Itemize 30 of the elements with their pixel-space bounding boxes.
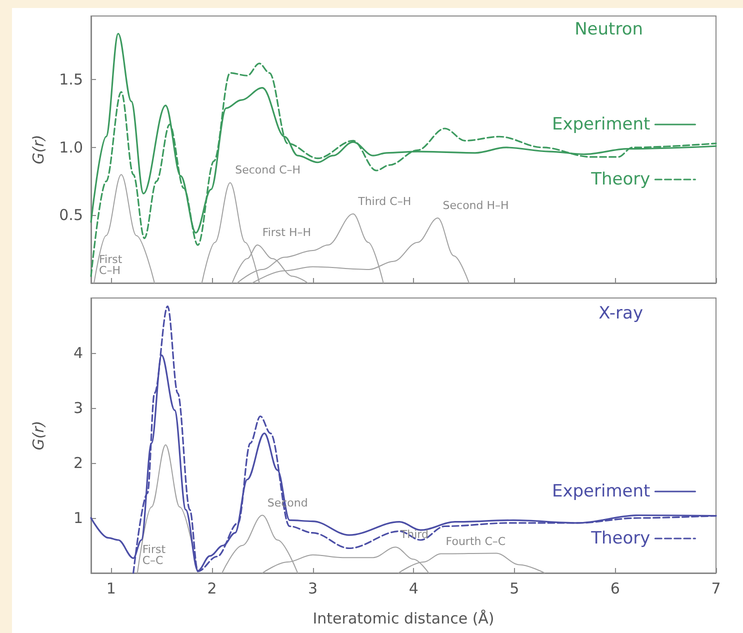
annotation: First H–H xyxy=(262,226,312,240)
x-tick-label: 6 xyxy=(610,580,620,598)
y-tick-label: 2 xyxy=(73,454,83,472)
y-tick-label: 3 xyxy=(73,399,83,417)
y-axis-title: G(r) xyxy=(30,420,48,450)
x-tick-label: 1 xyxy=(106,580,116,598)
annotation: Third C–H xyxy=(357,194,412,208)
legend-label: Experiment xyxy=(552,482,651,502)
annotation: Second C–H xyxy=(235,164,301,177)
y-tick-label: 1.5 xyxy=(59,70,83,89)
x-tick-label: 7 xyxy=(711,580,721,598)
annotation: First C–C xyxy=(142,543,166,567)
legend-label: Theory xyxy=(590,528,650,548)
chart-title: Neutron xyxy=(574,20,644,40)
y-tick-label: 4 xyxy=(73,344,83,362)
y-tick-label: 1.0 xyxy=(59,138,83,156)
y-tick-label: 1 xyxy=(73,509,83,527)
annotation: Second H–H xyxy=(442,198,509,212)
legend-label: Experiment xyxy=(552,114,651,134)
x-axis-title: Interatomic distance (Å) xyxy=(312,610,494,628)
x-tick-label: 2 xyxy=(207,580,217,598)
y-tick-label: 0.5 xyxy=(59,206,83,224)
legend-label: Theory xyxy=(590,170,650,190)
x-tick-label: 4 xyxy=(408,580,418,598)
chart-title: X-ray xyxy=(598,304,644,324)
annotation: Fourth C–C xyxy=(446,534,506,548)
x-tick-label: 5 xyxy=(510,580,520,598)
y-axis-title: G(r) xyxy=(30,134,48,164)
annotation: First C–H xyxy=(99,253,123,277)
x-tick-label: 3 xyxy=(308,580,318,598)
